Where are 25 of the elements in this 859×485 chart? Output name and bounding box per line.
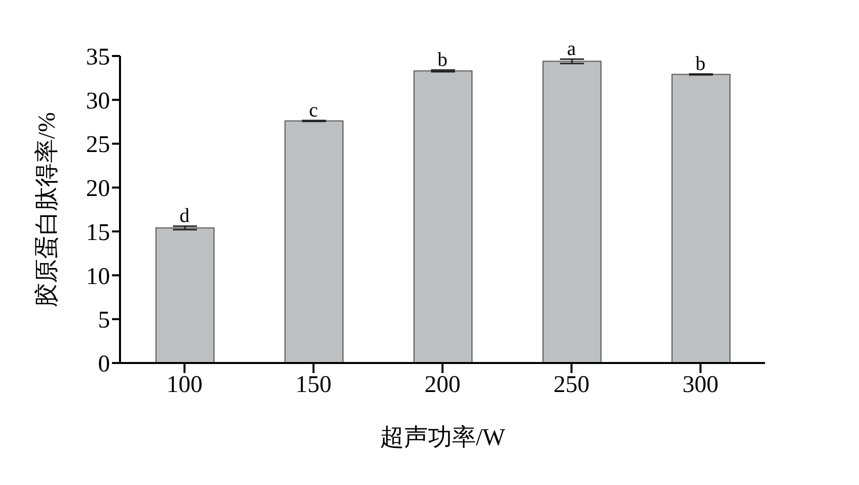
bar [542,60,602,363]
annotation: d [180,205,190,228]
bar [284,120,344,363]
bar [672,74,730,363]
y-tick-label: 0 [98,352,110,378]
x-tick-label: 100 [166,372,202,398]
y-tick-label: 20 [86,176,110,202]
annotation: a [567,38,576,60]
x-axis-title: 超声功率/W [380,424,506,451]
y-tick-label: 25 [86,132,110,158]
x-tick-label: 300 [682,372,718,398]
y-axis-title: 胶原蛋白肽得率/% [34,112,61,307]
bar [156,227,214,363]
y-tick-label: 5 [98,308,110,334]
x-tick-label: 150 [296,372,332,398]
bar [414,70,472,363]
x-tick-label: 250 [554,372,590,398]
annotation: b [696,52,706,75]
annotation: b [438,49,448,72]
y-tick-label: 10 [86,264,110,290]
y-tick-label: 30 [86,88,110,114]
y-tick-label: 15 [86,220,110,246]
y-tick-label: 35 [86,44,110,71]
annotation: c [309,99,318,122]
x-tick-label: 200 [424,372,460,398]
